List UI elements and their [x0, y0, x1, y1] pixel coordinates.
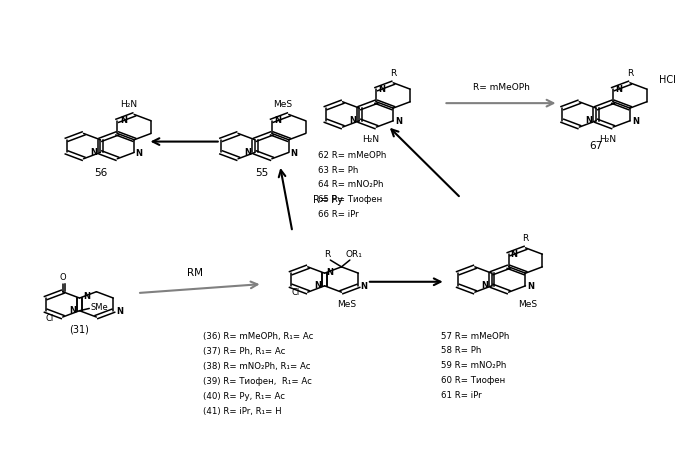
- Text: 64 R= mNO₂Ph: 64 R= mNO₂Ph: [318, 181, 384, 189]
- Text: N: N: [395, 117, 402, 126]
- Text: H₂N: H₂N: [120, 101, 137, 109]
- Text: (36) R= mMeOPh, R₁= Ac: (36) R= mMeOPh, R₁= Ac: [203, 333, 314, 341]
- Text: MeS: MeS: [518, 300, 537, 309]
- Text: N: N: [275, 116, 282, 125]
- Text: N: N: [245, 148, 252, 157]
- Text: N: N: [116, 307, 123, 316]
- Text: N: N: [349, 116, 356, 125]
- Text: SMe: SMe: [91, 303, 108, 313]
- Text: (39) R= Тиофен,  R₁= Ac: (39) R= Тиофен, R₁= Ac: [203, 377, 312, 386]
- Text: N: N: [136, 149, 143, 158]
- Text: 67: 67: [589, 141, 603, 151]
- Text: N: N: [615, 85, 622, 94]
- Text: RM: RM: [187, 268, 203, 278]
- Text: 62 R= mMeOPh: 62 R= mMeOPh: [318, 151, 387, 160]
- Text: 60 R= Тиофен: 60 R= Тиофен: [441, 376, 505, 385]
- Text: R= Py: R= Py: [313, 195, 343, 205]
- Text: OR₁: OR₁: [345, 250, 363, 259]
- Text: H₂N: H₂N: [362, 135, 380, 144]
- Text: O: O: [59, 273, 66, 282]
- Text: N: N: [632, 117, 639, 126]
- Text: R= mMeOPh: R= mMeOPh: [473, 83, 530, 92]
- Text: (41) R= iPr, R₁= H: (41) R= iPr, R₁= H: [203, 407, 282, 416]
- Text: MeS: MeS: [273, 101, 293, 109]
- Text: 65 R= Тиофен: 65 R= Тиофен: [318, 195, 382, 204]
- Text: H₂N: H₂N: [599, 135, 616, 144]
- Text: 59 R= mNO₂Ph: 59 R= mNO₂Ph: [441, 361, 507, 370]
- Text: (40) R= Py, R₁= Ac: (40) R= Py, R₁= Ac: [203, 392, 285, 401]
- Text: (31): (31): [70, 325, 89, 335]
- Text: N: N: [481, 281, 488, 290]
- Text: 61 R= iPr: 61 R= iPr: [441, 391, 482, 400]
- Text: (38) R= mNO₂Ph, R₁= Ac: (38) R= mNO₂Ph, R₁= Ac: [203, 362, 311, 371]
- Text: Cl: Cl: [45, 314, 54, 323]
- Text: R: R: [627, 69, 633, 78]
- Text: 57 R= mMeOPh: 57 R= mMeOPh: [441, 332, 510, 340]
- Text: N: N: [120, 116, 127, 125]
- Text: HCl: HCl: [659, 75, 676, 85]
- Text: MeS: MeS: [338, 300, 356, 309]
- Text: R: R: [522, 234, 528, 243]
- Text: (37) R= Ph, R₁= Ac: (37) R= Ph, R₁= Ac: [203, 347, 286, 356]
- Text: N: N: [378, 85, 385, 94]
- Text: 56: 56: [94, 168, 107, 178]
- Text: N: N: [314, 281, 321, 290]
- Text: N: N: [511, 250, 518, 259]
- Text: R: R: [324, 250, 331, 259]
- Text: N: N: [290, 149, 297, 158]
- Text: N: N: [528, 282, 535, 291]
- Text: N: N: [83, 292, 90, 301]
- Text: N: N: [361, 282, 368, 291]
- Text: 66 R= iPr: 66 R= iPr: [318, 210, 359, 219]
- Text: N: N: [586, 116, 593, 125]
- Text: N: N: [69, 306, 76, 315]
- Text: Cl: Cl: [291, 288, 299, 297]
- Text: N: N: [90, 148, 97, 157]
- Text: N: N: [326, 268, 333, 277]
- Text: R: R: [390, 69, 396, 78]
- Text: 55: 55: [255, 168, 268, 178]
- Text: 58 R= Ph: 58 R= Ph: [441, 346, 482, 355]
- Text: 63 R= Ph: 63 R= Ph: [318, 166, 359, 175]
